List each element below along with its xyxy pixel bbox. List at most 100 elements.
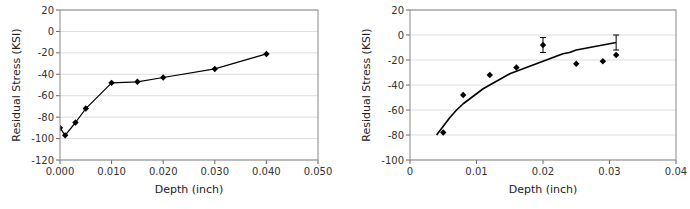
grid-line	[60, 31, 318, 32]
error-bar-stem	[543, 38, 544, 53]
grid-line	[60, 138, 318, 139]
x-tick-label: 0.000	[46, 166, 75, 177]
y-tick-label: -80	[38, 112, 54, 123]
data-point	[62, 132, 68, 138]
grid-line	[60, 117, 318, 118]
x-tick-label: 0.03	[598, 166, 620, 177]
y-axis-label: Residual Stress (KSI)	[360, 28, 373, 141]
y-tick	[56, 95, 60, 96]
y-tick-label: -20	[388, 55, 404, 66]
data-line	[60, 54, 266, 135]
y-tick	[406, 10, 410, 11]
data-point	[487, 72, 493, 78]
data-group	[437, 35, 620, 136]
grid-line	[410, 85, 676, 86]
error-bar-stem	[616, 35, 617, 50]
plot-area	[60, 10, 318, 160]
grid-line	[410, 135, 676, 136]
y-tick	[56, 138, 60, 139]
chart-panel: -120 -100 -80 -60 -40 -20 0 20 0.000 0.010 0.020 0.…	[10, 5, 332, 197]
y-axis-label: Residual Stress (KSI)	[10, 28, 23, 141]
data-point	[72, 119, 78, 125]
y-tick	[56, 31, 60, 32]
data-point	[160, 74, 166, 80]
y-tick	[56, 160, 60, 161]
data-line	[437, 43, 617, 136]
y-tick	[406, 60, 410, 61]
y-tick-label: 20	[41, 5, 54, 16]
data-group	[60, 51, 270, 139]
x-tick-label: 0.020	[149, 166, 178, 177]
data-point	[212, 66, 218, 72]
grid-line	[60, 52, 318, 53]
data-point	[600, 58, 606, 64]
x-axis-label: Depth (inch)	[509, 183, 578, 196]
error-bar-cap	[540, 37, 546, 38]
x-tick-label: 0	[407, 166, 413, 177]
error-bar-cap	[613, 35, 619, 36]
data-point	[613, 52, 619, 58]
data-point	[263, 51, 269, 57]
x-tick	[676, 160, 677, 164]
y-tick-label: -60	[38, 90, 54, 101]
x-tick	[543, 160, 544, 164]
y-tick	[406, 110, 410, 111]
x-tick-label: 0.050	[304, 166, 333, 177]
y-tick-label: 0	[48, 26, 54, 37]
error-bar	[540, 38, 546, 53]
y-tick-label: 0	[398, 30, 404, 41]
data-point	[460, 92, 466, 98]
background	[0, 0, 690, 209]
data-point	[134, 79, 140, 85]
y-tick-label: -120	[31, 155, 54, 166]
grid-line	[410, 60, 676, 61]
y-tick	[56, 10, 60, 11]
y-tick-label: -60	[388, 105, 404, 116]
x-tick	[410, 160, 411, 164]
y-tick-label: -40	[38, 69, 54, 80]
plot-frame	[410, 10, 676, 160]
error-bar-cap	[613, 50, 619, 51]
x-tick	[214, 160, 215, 164]
y-tick-label: -100	[381, 155, 404, 166]
x-tick-label: 0.01	[465, 166, 487, 177]
y-tick-label: -40	[388, 80, 404, 91]
x-tick-label: 0.040	[252, 166, 281, 177]
figure: -120-100-80-60-40-200200.0000.0100.0200.…	[0, 0, 690, 209]
y-tick-label: -80	[388, 130, 404, 141]
x-tick	[60, 160, 61, 164]
x-tick	[609, 160, 610, 164]
x-tick	[163, 160, 164, 164]
x-tick	[266, 160, 267, 164]
grid-line	[60, 74, 318, 75]
y-tick	[406, 85, 410, 86]
x-tick-label: 0.010	[97, 166, 126, 177]
x-tick-label: 0.030	[200, 166, 229, 177]
x-axis-label: Depth (inch)	[155, 183, 224, 196]
y-tick-label: 20	[391, 5, 404, 16]
plot-area	[410, 10, 676, 160]
data-point	[83, 105, 89, 111]
plot-frame	[60, 10, 318, 160]
error-bar-cap	[540, 52, 546, 53]
grid-line	[410, 35, 676, 36]
y-tick	[56, 74, 60, 75]
y-tick	[406, 135, 410, 136]
data-point	[440, 129, 446, 135]
y-tick	[406, 35, 410, 36]
x-tick-label: 0.02	[532, 166, 554, 177]
data-point	[573, 61, 579, 67]
x-tick	[318, 160, 319, 164]
y-tick	[56, 117, 60, 118]
chart-panel: -100 -80 -60 -40 -20 0 20 0 0.01 0.02 0.03 0.04 Dept…	[360, 5, 687, 197]
y-tick-label: -100	[31, 133, 54, 144]
grid-line	[410, 110, 676, 111]
x-tick-label: 0.04	[665, 166, 687, 177]
error-bar	[613, 35, 619, 50]
y-tick	[406, 160, 410, 161]
y-tick-label: -20	[38, 47, 54, 58]
x-tick	[111, 160, 112, 164]
x-tick	[476, 160, 477, 164]
y-tick	[56, 52, 60, 53]
data-point	[513, 64, 519, 70]
